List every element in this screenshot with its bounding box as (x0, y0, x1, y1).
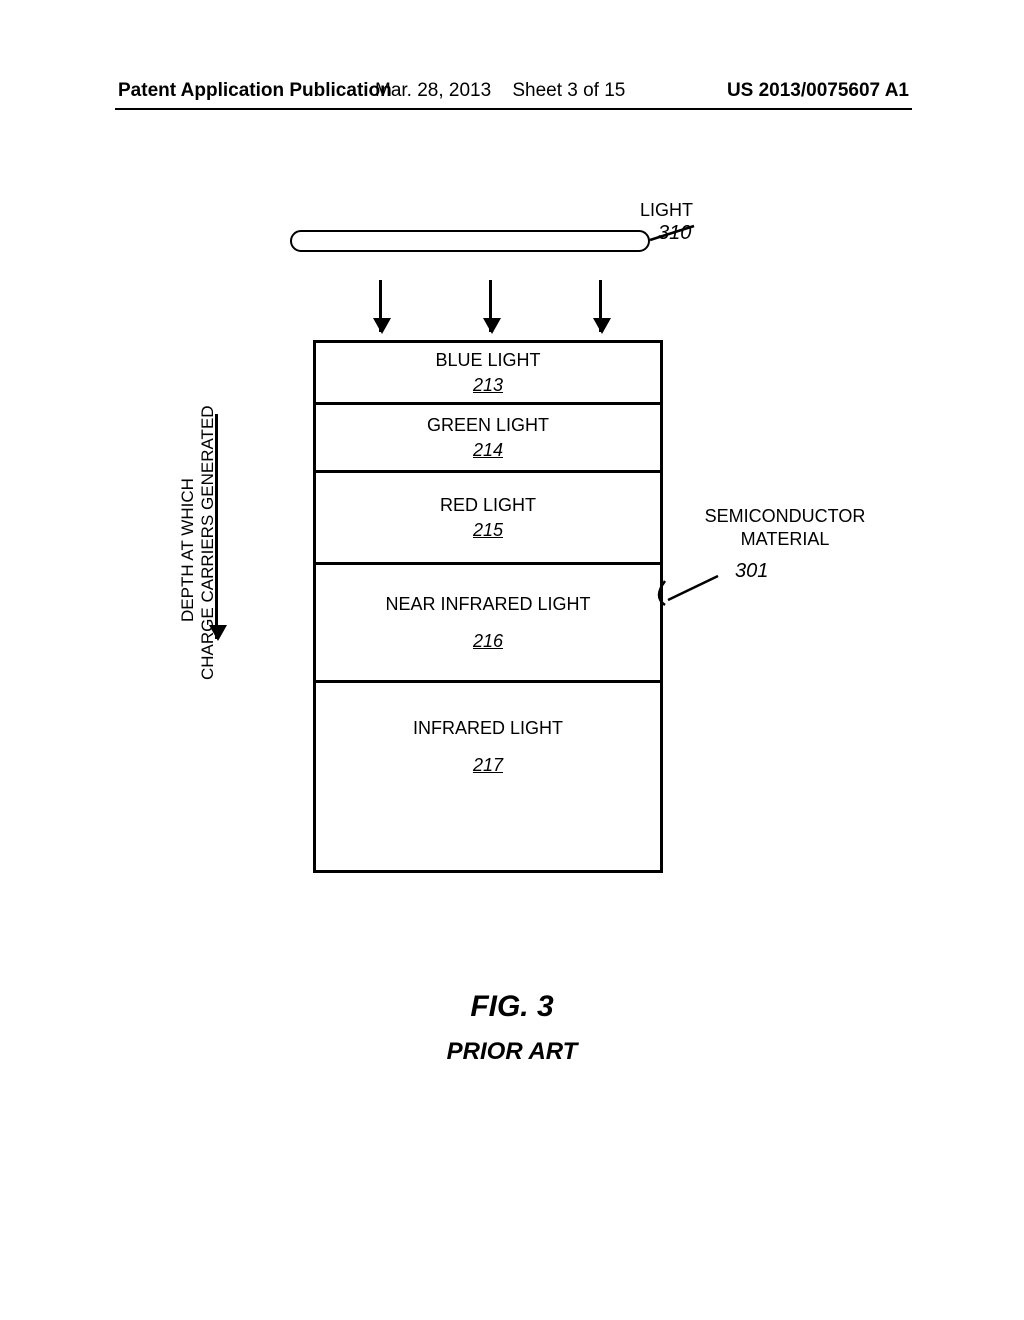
figure-subtitle: PRIOR ART (0, 1038, 1024, 1066)
figure-title: FIG. 3 (0, 990, 1024, 1024)
semiconductor-label-1: SEMICONDUCTOR (685, 505, 885, 528)
layer-green-label: GREEN LIGHT (427, 414, 549, 437)
layer-nir: NEAR INFRARED LIGHT 216 (316, 565, 660, 683)
layer-blue-num: 213 (473, 374, 503, 397)
leader-310-line (650, 226, 694, 240)
layer-ir: INFRARED LIGHT 217 (316, 683, 660, 873)
figure-caption: FIG. 3 PRIOR ART (0, 990, 1024, 1066)
layer-green-num: 214 (473, 439, 503, 462)
layer-ir-label: INFRARED LIGHT (413, 717, 563, 740)
semiconductor-label: SEMICONDUCTOR MATERIAL (685, 505, 885, 550)
layer-ir-num: 217 (473, 754, 503, 777)
layers-stack: BLUE LIGHT 213 GREEN LIGHT 214 RED LIGHT… (313, 340, 663, 873)
leader-301-line (668, 576, 718, 600)
semiconductor-label-2: MATERIAL (685, 528, 885, 551)
layer-blue-label: BLUE LIGHT (435, 349, 540, 372)
layer-nir-num: 216 (473, 630, 503, 653)
patent-page: Patent Application Publication Mar. 28, … (0, 0, 1024, 1320)
layer-red-num: 215 (473, 519, 503, 542)
depth-axis-label-1: DEPTH AT WHICH (178, 478, 198, 622)
layer-blue: BLUE LIGHT 213 (316, 343, 660, 405)
layer-red-label: RED LIGHT (440, 494, 536, 517)
layer-red: RED LIGHT 215 (316, 473, 660, 565)
layer-green: GREEN LIGHT 214 (316, 405, 660, 473)
semiconductor-ref-num: 301 (735, 560, 768, 583)
layer-nir-label: NEAR INFRARED LIGHT (385, 593, 590, 616)
